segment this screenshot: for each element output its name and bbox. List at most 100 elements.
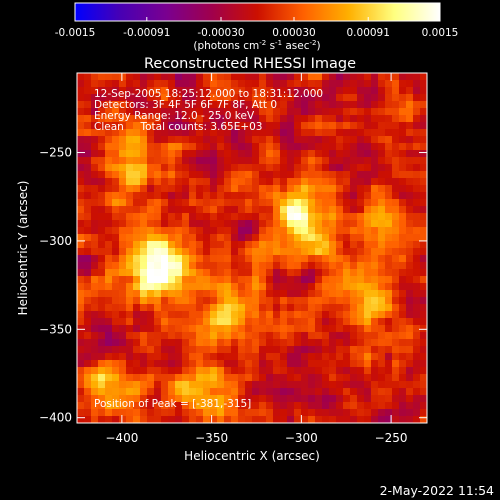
heatmap-cell <box>273 241 281 249</box>
heatmap-cell <box>77 395 85 403</box>
heatmap-cell <box>126 101 134 109</box>
heatmap-cell <box>322 367 330 375</box>
heatmap-cell <box>77 318 85 326</box>
heatmap-cell <box>140 262 148 270</box>
heatmap-cell <box>245 248 253 256</box>
heatmap-cell <box>105 108 113 116</box>
heatmap-cell <box>301 255 309 263</box>
heatmap-cell <box>280 304 288 312</box>
heatmap-cell <box>413 234 421 242</box>
heatmap-cell <box>196 332 204 340</box>
heatmap-cell <box>98 353 106 361</box>
heatmap-cell <box>203 150 211 158</box>
heatmap-cell <box>245 241 253 249</box>
heatmap-cell <box>238 213 246 221</box>
heatmap-cell <box>266 94 274 102</box>
heatmap-cell <box>84 388 92 396</box>
heatmap-cell <box>406 241 414 249</box>
heatmap-cell <box>182 185 190 193</box>
heatmap-cell <box>105 374 113 382</box>
heatmap-cell <box>287 199 295 207</box>
heatmap-cell <box>182 381 190 389</box>
heatmap-cell <box>196 115 204 123</box>
heatmap-cell <box>357 101 365 109</box>
heatmap-cell <box>147 157 155 165</box>
heatmap-cell <box>112 269 120 277</box>
heatmap-cell <box>294 192 302 200</box>
heatmap-cell <box>308 388 316 396</box>
heatmap-cell <box>147 290 155 298</box>
heatmap-cell <box>266 80 274 88</box>
heatmap-cell <box>420 332 427 340</box>
heatmap-cell <box>413 129 421 137</box>
heatmap-cell <box>126 136 134 144</box>
heatmap-cell <box>399 122 407 130</box>
heatmap-cell <box>336 409 344 417</box>
heatmap-cell <box>315 360 323 368</box>
heatmap-cell <box>371 122 379 130</box>
heatmap-cell <box>154 80 162 88</box>
heatmap-cell <box>392 353 400 361</box>
heatmap-cell <box>420 304 427 312</box>
heatmap-cell <box>399 115 407 123</box>
heatmap-cell <box>378 150 386 158</box>
heatmap-cell <box>301 395 309 403</box>
heatmap-cell <box>210 325 218 333</box>
heatmap-cell <box>252 192 260 200</box>
heatmap-cell <box>210 283 218 291</box>
heatmap-cell <box>364 402 372 410</box>
heatmap-cell <box>161 325 169 333</box>
heatmap-cell <box>238 101 246 109</box>
heatmap-cell <box>154 367 162 375</box>
heatmap-cell <box>189 381 197 389</box>
heatmap-cell <box>98 171 106 179</box>
heatmap-cell <box>112 388 120 396</box>
heatmap-cell <box>91 325 99 333</box>
heatmap-cell <box>238 94 246 102</box>
heatmap-cell <box>378 108 386 116</box>
heatmap-cell <box>392 171 400 179</box>
heatmap-cell <box>364 297 372 305</box>
heatmap-cell <box>203 360 211 368</box>
heatmap-cell <box>385 325 393 333</box>
heatmap-cell <box>385 136 393 144</box>
heatmap-cell <box>126 234 134 242</box>
heatmap-cell <box>252 227 260 235</box>
heatmap-cell <box>294 290 302 298</box>
heatmap-cell <box>322 388 330 396</box>
heatmap-cell <box>413 143 421 151</box>
heatmap-cell <box>126 283 134 291</box>
heatmap-cell <box>259 311 267 319</box>
heatmap-cell <box>245 353 253 361</box>
heatmap-cell <box>98 241 106 249</box>
heatmap-cell <box>336 101 344 109</box>
heatmap-cell <box>406 199 414 207</box>
heatmap-cell <box>105 150 113 158</box>
heatmap-cell <box>329 283 337 291</box>
heatmap-cell <box>126 122 134 130</box>
heatmap-cell <box>385 416 393 423</box>
heatmap-cell <box>217 136 225 144</box>
heatmap-cell <box>238 185 246 193</box>
heatmap-cell <box>210 185 218 193</box>
heatmap-cell <box>154 185 162 193</box>
heatmap-cell <box>168 129 176 137</box>
heatmap-cell <box>399 80 407 88</box>
heatmap-cell <box>322 262 330 270</box>
heatmap-cell <box>413 87 421 95</box>
heatmap-cell <box>147 402 155 410</box>
heatmap-cell <box>196 94 204 102</box>
heatmap-cell <box>259 122 267 130</box>
heatmap-cell <box>301 353 309 361</box>
heatmap-cell <box>217 248 225 256</box>
heatmap-cell <box>161 388 169 396</box>
x-axis-ticks: −400 −350 −300 −250 <box>105 73 408 445</box>
heatmap-cell <box>182 157 190 165</box>
heatmap-cell <box>392 416 400 423</box>
heatmap-cell <box>119 346 127 354</box>
heatmap-cell <box>336 234 344 242</box>
heatmap-cell <box>84 353 92 361</box>
heatmap-cell <box>343 276 351 284</box>
heatmap-cell <box>322 80 330 88</box>
heatmap-cell <box>231 255 239 263</box>
